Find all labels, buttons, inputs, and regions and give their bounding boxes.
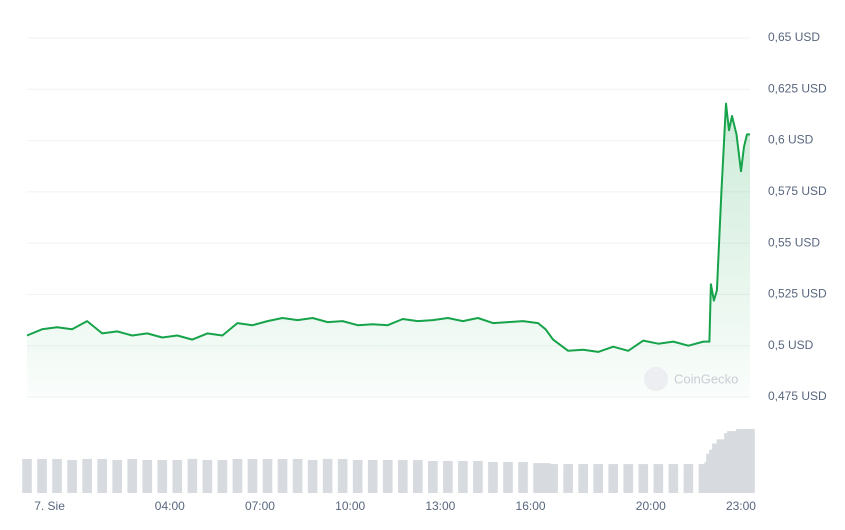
y-tick-label: 0,6 USD [768,133,814,147]
volume-bar [187,458,198,493]
volume-bar [608,464,619,493]
volume-bar [52,458,62,493]
volume-bar [382,459,393,493]
volume-bar [443,461,453,493]
watermark-text: CoinGecko [674,371,738,386]
volume-bar [247,458,258,493]
volume-bar [428,461,438,493]
volume-bar [232,458,243,493]
y-tick-label: 0,65 USD [768,30,820,44]
volume-bar [67,459,77,493]
volume-bar [217,459,228,493]
volume-bar [277,458,288,493]
x-tick-label: 23:00 [726,499,756,513]
y-tick-label: 0,475 USD [768,389,827,403]
x-tick-label: 07:00 [245,499,275,513]
volume-bar [157,459,168,493]
volume-bar [127,458,138,493]
x-tick-label: 20:00 [636,499,666,513]
volume-bar [337,458,348,493]
price-line [26,102,750,353]
y-tick-label: 0,55 USD [768,235,820,249]
volume-bar [367,459,378,493]
volume-bar [548,464,558,493]
volume-bar [668,464,679,493]
x-tick-label: 7. Sie [34,499,65,513]
volume-bar [397,459,408,493]
volume-bar [172,459,183,493]
watermark-logo [644,367,668,391]
volume-bar [745,429,755,493]
price-area [27,103,750,397]
volume-bar [82,458,92,493]
volume-bar [593,464,604,493]
volume-bar [112,459,123,493]
x-tick-label: 04:00 [155,499,185,513]
x-tick-label: 13:00 [425,499,455,513]
volume-bar [473,461,483,493]
volume-bar [307,459,318,493]
volume-bar [623,464,634,493]
volume-bar [698,464,709,493]
volume-bar [533,463,543,493]
volume-bar [412,459,423,493]
volume-bar [540,463,551,493]
volume-bar [563,464,573,493]
watermark: CoinGecko [644,367,738,391]
volume-bar [503,462,513,493]
x-tick-label: 10:00 [335,499,365,513]
volume-bar [22,458,32,493]
volume-bar [458,461,468,493]
y-tick-label: 0,525 USD [768,287,827,301]
volume-bar [142,459,153,493]
volume-bar [322,458,333,493]
volume-bar [518,462,528,493]
volume-bar [202,459,213,493]
volume-bar [292,458,303,493]
volume-bar [578,464,588,493]
volume-bar [37,458,47,493]
x-tick-label: 16:00 [516,499,546,513]
volume-bar [262,458,273,493]
volume-bar [653,464,664,493]
y-tick-label: 0,5 USD [768,338,814,352]
volume-bar [488,462,498,493]
volume-bar [352,459,363,493]
y-tick-label: 0,625 USD [768,81,827,95]
y-tick-label: 0,575 USD [768,184,827,198]
volume-bar [97,458,107,493]
volume-bar [683,464,694,493]
volume-bar [638,464,649,493]
